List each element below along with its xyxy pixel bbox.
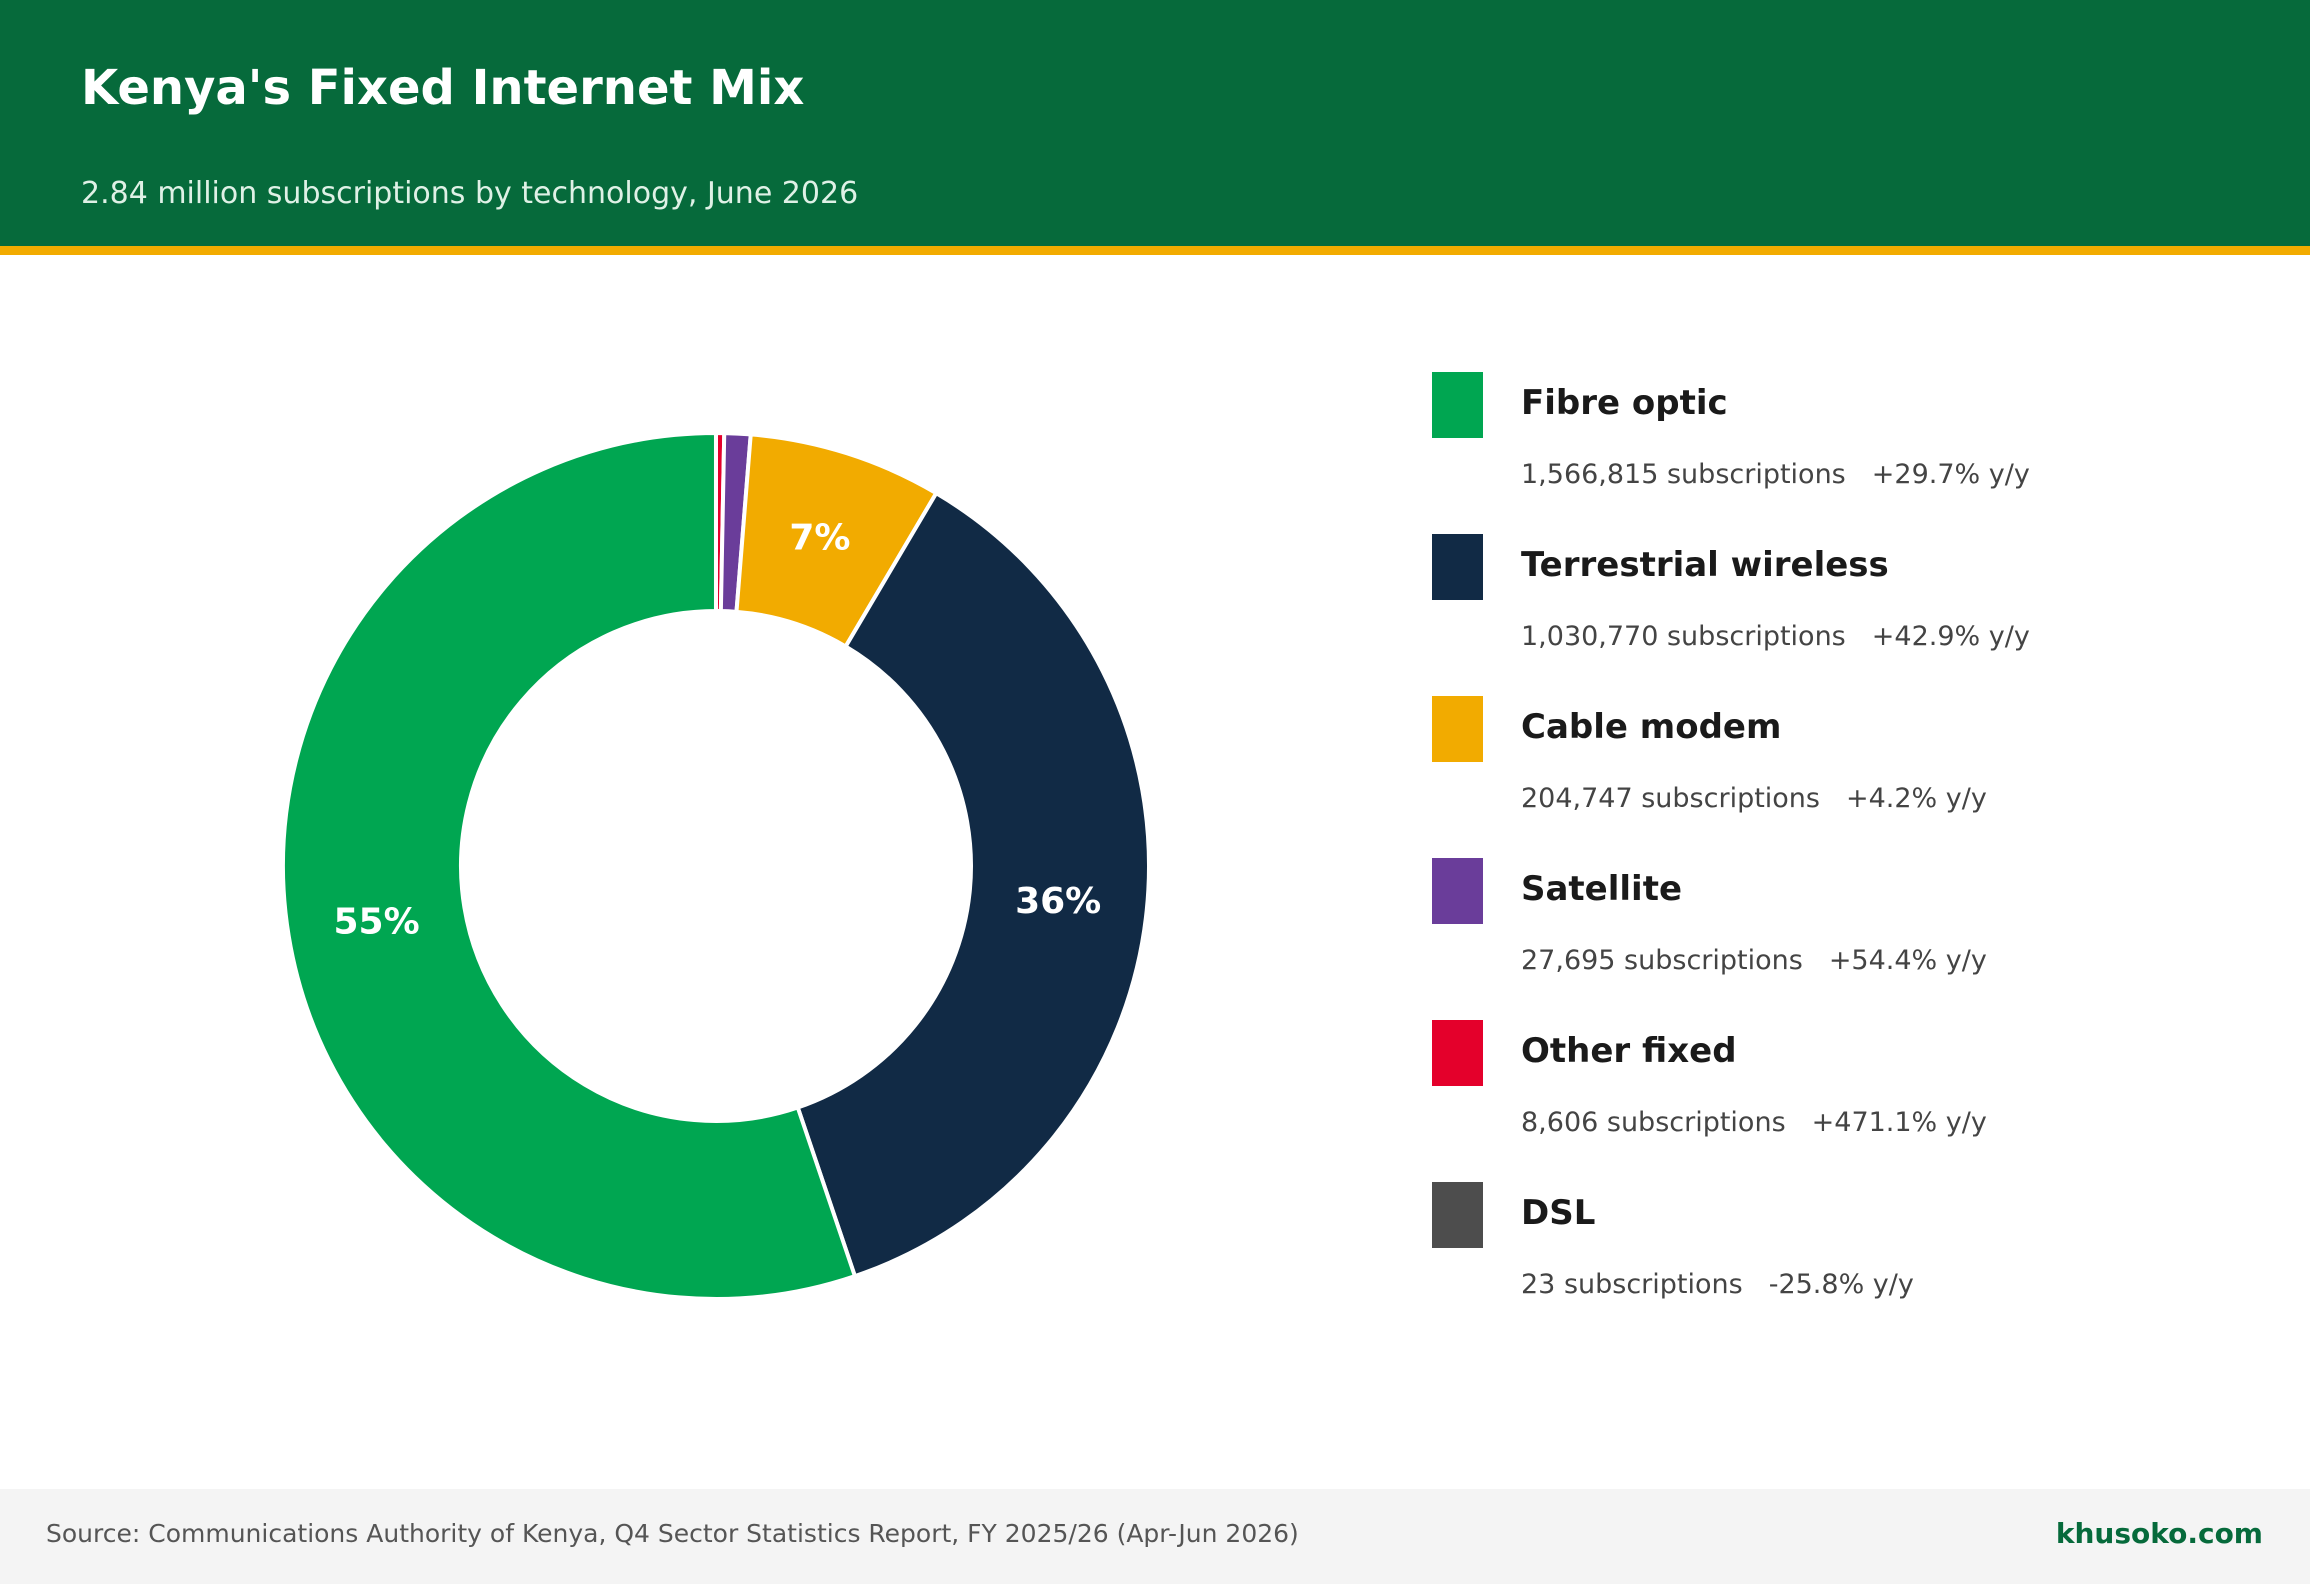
slice-label-cable-modem: 7% <box>789 518 850 559</box>
legend-count: 8,606 subscriptions <box>1521 1107 1786 1138</box>
legend-count: 23 subscriptions <box>1521 1269 1743 1300</box>
legend-detail: 23 subscriptions -25.8% y/y <box>1521 1269 1914 1300</box>
legend-detail: 1,566,815 subscriptions +29.7% y/y <box>1521 459 2030 490</box>
legend-item-satellite: Satellite 27,695 subscriptions +54.4% y/y <box>1432 858 2252 1020</box>
legend-change: -25.8% y/y <box>1768 1269 1914 1300</box>
accent-stripe <box>0 246 2310 255</box>
slice-fibre-optic <box>281 430 858 1301</box>
legend-swatch <box>1432 1020 1483 1086</box>
legend-item-other-fixed: Other fixed 8,606 subscriptions +471.1% y/… <box>1432 1020 2252 1182</box>
source-note: Source: Communications Authority of Keny… <box>46 1519 1299 1548</box>
legend-count: 1,566,815 subscriptions <box>1521 459 1846 490</box>
legend-item-cable-modem: Cable modem 204,747 subscriptions +4.2% y/… <box>1432 696 2252 858</box>
legend-label: Other fixed <box>1521 1031 1737 1071</box>
slice-label-terrestrial-wireless: 36% <box>1015 881 1101 922</box>
legend-change: +4.2% y/y <box>1846 783 1987 814</box>
legend-label: Fibre optic <box>1521 383 1728 423</box>
footer: Source: Communications Authority of Keny… <box>0 1489 2310 1584</box>
chart-legend: Fibre optic 1,566,815 subscriptions +29.7%… <box>1432 372 2252 1344</box>
chart-subtitle: 2.84 million subscriptions by technology… <box>81 176 859 211</box>
legend-label: Cable modem <box>1521 707 1782 747</box>
slice-terrestrial-wireless <box>795 490 1151 1279</box>
chart-title: Kenya's Fixed Internet Mix <box>81 60 805 116</box>
legend-count: 27,695 subscriptions <box>1521 945 1803 976</box>
legend-count: 204,747 subscriptions <box>1521 783 1820 814</box>
legend-count: 1,030,770 subscriptions <box>1521 621 1846 652</box>
legend-swatch <box>1432 858 1483 924</box>
header-banner: Kenya's Fixed Internet Mix 2.84 million … <box>0 0 2310 246</box>
legend-swatch <box>1432 696 1483 762</box>
legend-change: +29.7% y/y <box>1871 459 2030 490</box>
legend-swatch <box>1432 1182 1483 1248</box>
legend-detail: 8,606 subscriptions +471.1% y/y <box>1521 1107 1987 1138</box>
legend-label: DSL <box>1521 1193 1596 1233</box>
legend-detail: 27,695 subscriptions +54.4% y/y <box>1521 945 1987 976</box>
brand-logo-text: khusoko.com <box>2055 1517 2263 1550</box>
legend-item-dsl: DSL 23 subscriptions -25.8% y/y <box>1432 1182 2252 1344</box>
legend-change: +42.9% y/y <box>1871 621 2030 652</box>
legend-swatch <box>1432 372 1483 438</box>
legend-item-terrestrial-wireless: Terrestrial wireless 1,030,770 subscripti… <box>1432 534 2252 696</box>
legend-change: +54.4% y/y <box>1828 945 1987 976</box>
donut-chart: 7% 36% 55% <box>281 430 1151 1301</box>
legend-item-fibre-optic: Fibre optic 1,566,815 subscriptions +29.7%… <box>1432 372 2252 534</box>
legend-detail: 204,747 subscriptions +4.2% y/y <box>1521 783 1987 814</box>
slice-label-fibre-optic: 55% <box>333 901 419 942</box>
legend-label: Satellite <box>1521 869 1683 909</box>
legend-label: Terrestrial wireless <box>1521 545 1889 585</box>
legend-change: +471.1% y/y <box>1811 1107 1987 1138</box>
legend-detail: 1,030,770 subscriptions +42.9% y/y <box>1521 621 2030 652</box>
legend-swatch <box>1432 534 1483 600</box>
